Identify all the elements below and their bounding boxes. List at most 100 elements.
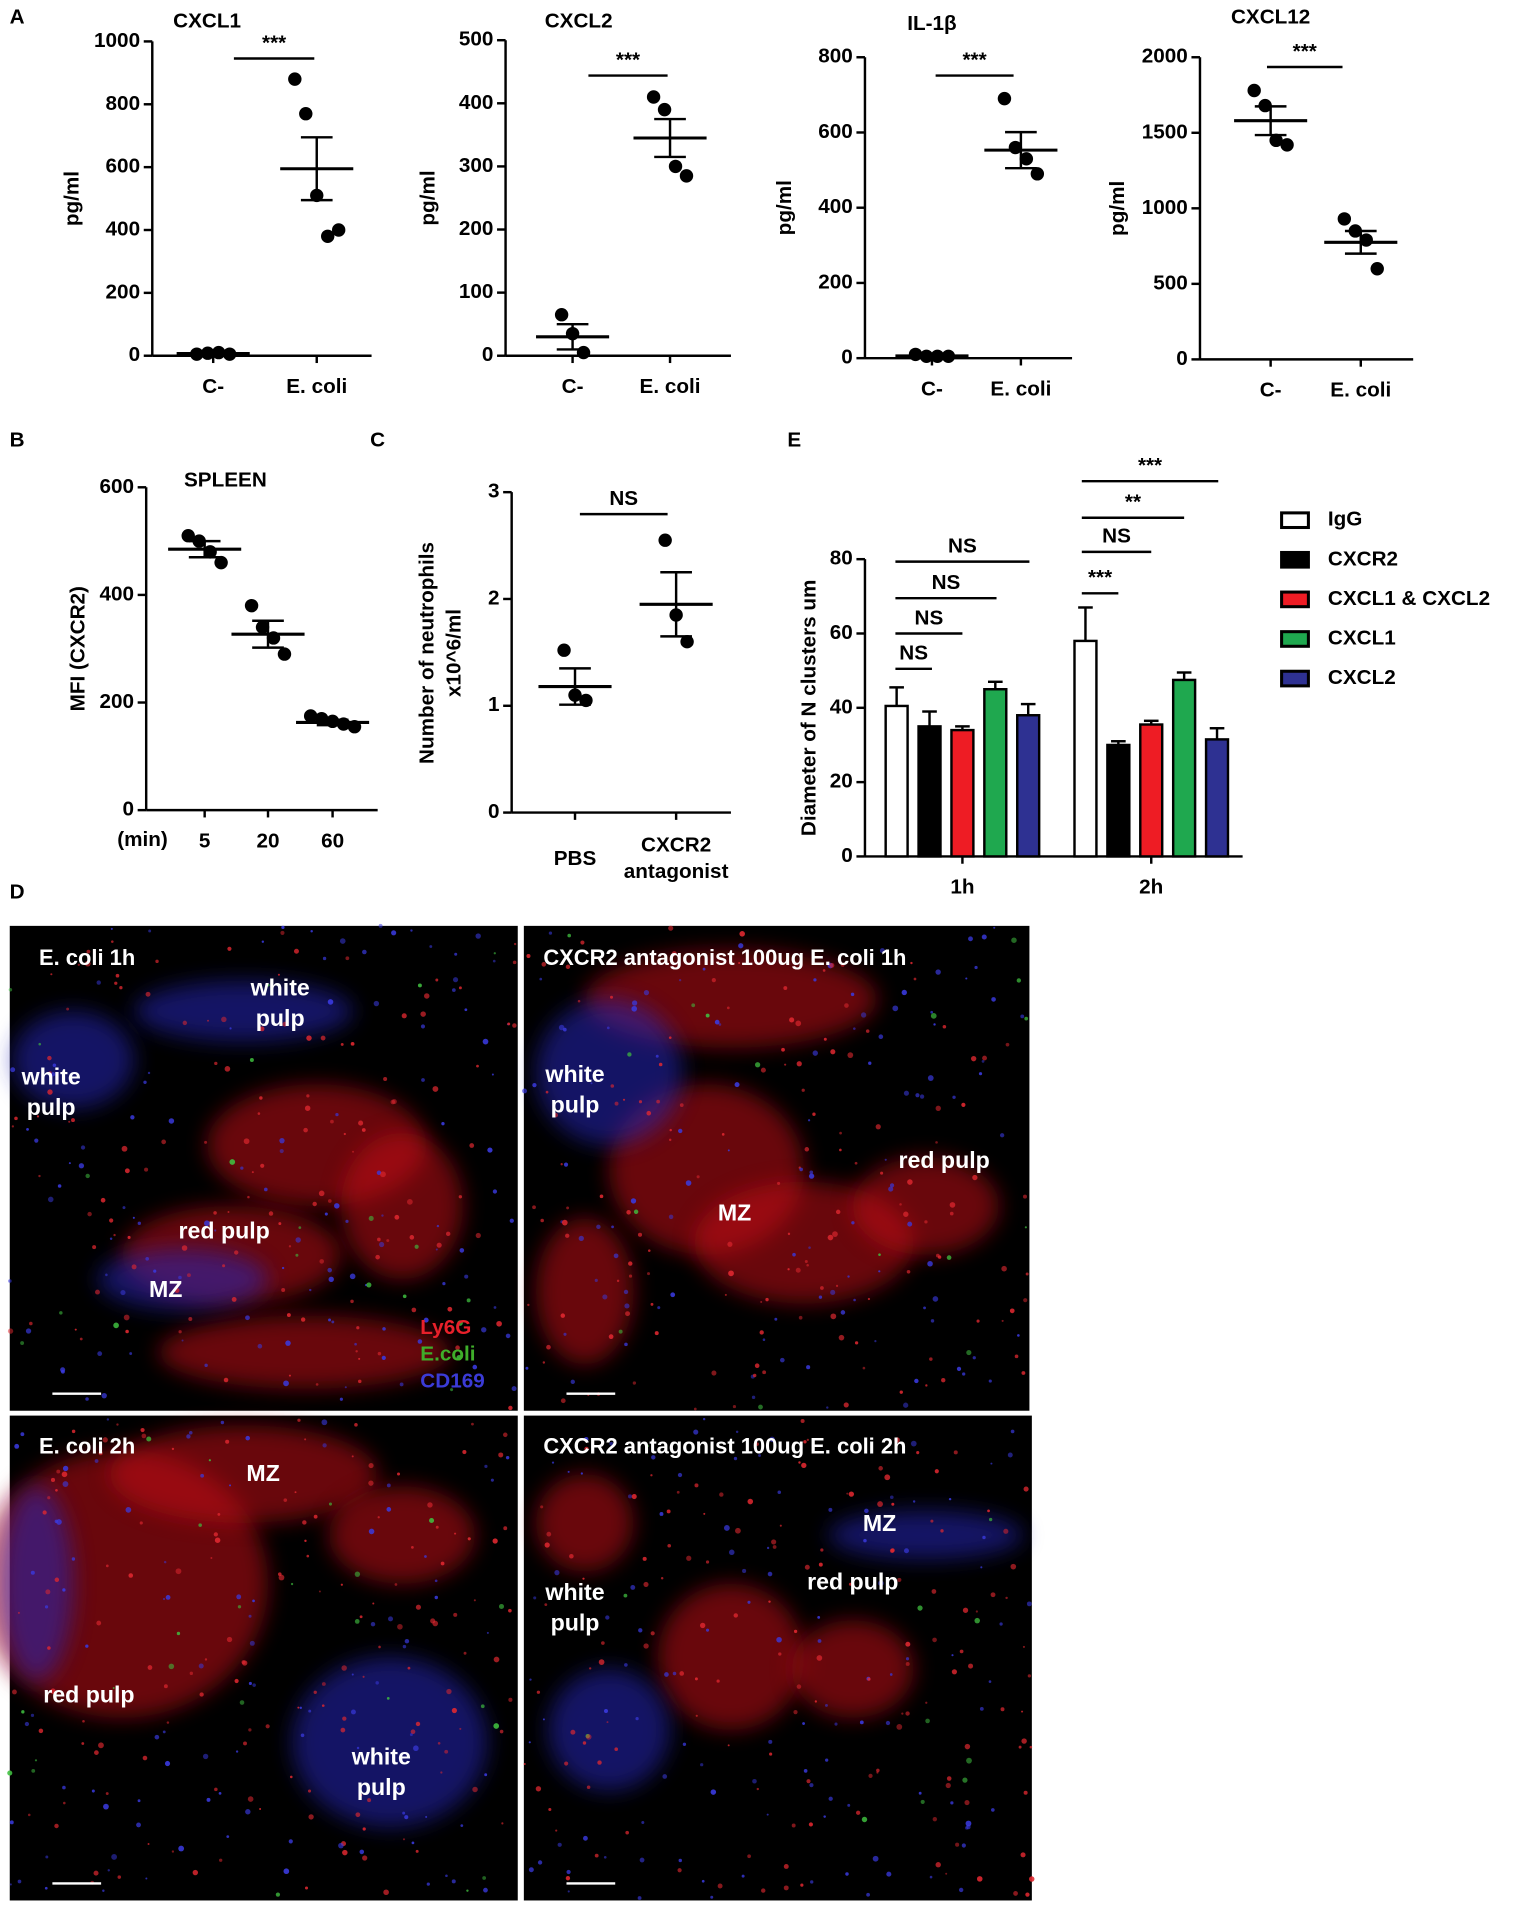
stain-speckle (787, 1268, 790, 1271)
stain-speckle (312, 1201, 317, 1207)
data-point (214, 555, 228, 570)
stain-speckle (990, 1462, 993, 1465)
stain-speckle (426, 1882, 430, 1886)
stain-speckle (101, 1392, 107, 1399)
stain-speckle (381, 1355, 386, 1361)
stain-speckle (940, 1529, 944, 1533)
stain-speckle (668, 1214, 674, 1220)
stain-speckle (1010, 1429, 1015, 1434)
stain-speckle (373, 1000, 380, 1007)
stain-speckle (437, 1741, 441, 1745)
stain-speckle (355, 1350, 358, 1353)
stain-speckle (965, 1820, 972, 1827)
stain-speckle (964, 1799, 970, 1806)
stain-speckle (952, 1095, 956, 1099)
stain-speckle (491, 1073, 494, 1076)
stain-speckle (625, 1311, 631, 1317)
stain-speckle (648, 1249, 651, 1252)
stain-speckle (78, 1163, 85, 1169)
stain-speckle (117, 1875, 122, 1879)
stain-speckle (929, 1357, 933, 1361)
stain-speckle (200, 1473, 205, 1478)
x-tick-label: E. coli (640, 375, 701, 398)
stain-speckle (105, 1564, 109, 1568)
stain-speckle (476, 1064, 479, 1068)
stain-speckle (901, 1712, 904, 1715)
stain-speckle (91, 1789, 95, 1793)
stain-speckle (536, 1690, 541, 1694)
stain-speckle (999, 1133, 1005, 1138)
data-point (679, 169, 694, 183)
stain-speckle (732, 1404, 737, 1409)
stain-speckle (123, 1314, 130, 1321)
stain-speckle (512, 960, 517, 965)
stain-speckle (42, 1510, 47, 1515)
region-label: white pulp (351, 1744, 411, 1801)
stain-region (852, 1157, 999, 1255)
stain-speckle (635, 1717, 639, 1721)
stain-speckle (825, 1758, 829, 1762)
y-tick-label: 0 (841, 346, 853, 369)
stain-legend: Ly6G (420, 1315, 472, 1339)
stain-speckle (758, 1454, 761, 1457)
stain-speckle (889, 1183, 895, 1188)
stain-speckle (113, 1233, 116, 1237)
stain-speckle (650, 1631, 655, 1636)
legend-label: CXCR2 (1328, 547, 1398, 570)
stain-speckle (825, 1703, 828, 1707)
stain-speckle (774, 1317, 778, 1321)
x-tick-label: E. coli (1330, 379, 1391, 402)
stain-speckle (970, 1055, 977, 1062)
stain-speckle (830, 1289, 836, 1296)
stain-speckle (417, 1339, 423, 1344)
stain-speckle (222, 1264, 226, 1268)
stain-speckle (354, 1571, 361, 1577)
y-tick-label: 1000 (1142, 196, 1188, 219)
y-tick-label: 300 (459, 154, 494, 177)
stain-speckle (245, 1435, 250, 1441)
stain-speckle (50, 1072, 56, 1077)
stain-speckle (988, 1379, 992, 1383)
stain-speckle (164, 1760, 171, 1767)
stain-speckle (358, 1120, 364, 1126)
stain-speckle (945, 1872, 948, 1875)
stain-speckle (50, 973, 53, 976)
stain-speckle (501, 1822, 504, 1825)
stain-speckle (1003, 1528, 1009, 1534)
stain-speckle (286, 1313, 291, 1318)
stain-speckle (288, 1374, 291, 1377)
x-tick-label: C- (562, 375, 584, 398)
stain-speckle (816, 1655, 823, 1661)
stain-speckle (627, 1494, 633, 1499)
stain-speckle (606, 1721, 609, 1724)
stain-speckle (119, 986, 123, 990)
stain-speckle (162, 1597, 166, 1601)
panel-label: A (10, 6, 25, 29)
stain-speckle (988, 1680, 992, 1683)
stain-speckle (668, 925, 674, 931)
stain-speckle (941, 1378, 946, 1383)
stain-speckle (817, 1615, 821, 1619)
stain-speckle (886, 1871, 892, 1877)
stain-speckle (466, 1298, 471, 1303)
stain-speckle (103, 1803, 109, 1810)
stain-speckle (508, 1608, 512, 1613)
stain-speckle (471, 1422, 474, 1426)
stain-speckle (578, 1235, 584, 1242)
stain-speckle (529, 1678, 532, 1681)
stain-speckle (498, 1452, 504, 1458)
micrograph-title: E. coli 1h (38, 945, 136, 971)
stain-speckle (678, 1128, 683, 1134)
stain-speckle (378, 1645, 381, 1649)
stain-speckle (585, 1734, 592, 1740)
stain-speckle (186, 1434, 191, 1439)
stain-speckle (694, 1483, 699, 1488)
stain-speckle (854, 1161, 858, 1165)
stain-speckle (528, 1741, 531, 1744)
stain-speckle (499, 1729, 504, 1734)
stain-speckle (452, 977, 459, 983)
stain-speckle (114, 981, 118, 985)
stain-speckle (17, 1879, 22, 1884)
stain-speckle (362, 1855, 368, 1861)
stain-speckle (358, 1793, 363, 1798)
